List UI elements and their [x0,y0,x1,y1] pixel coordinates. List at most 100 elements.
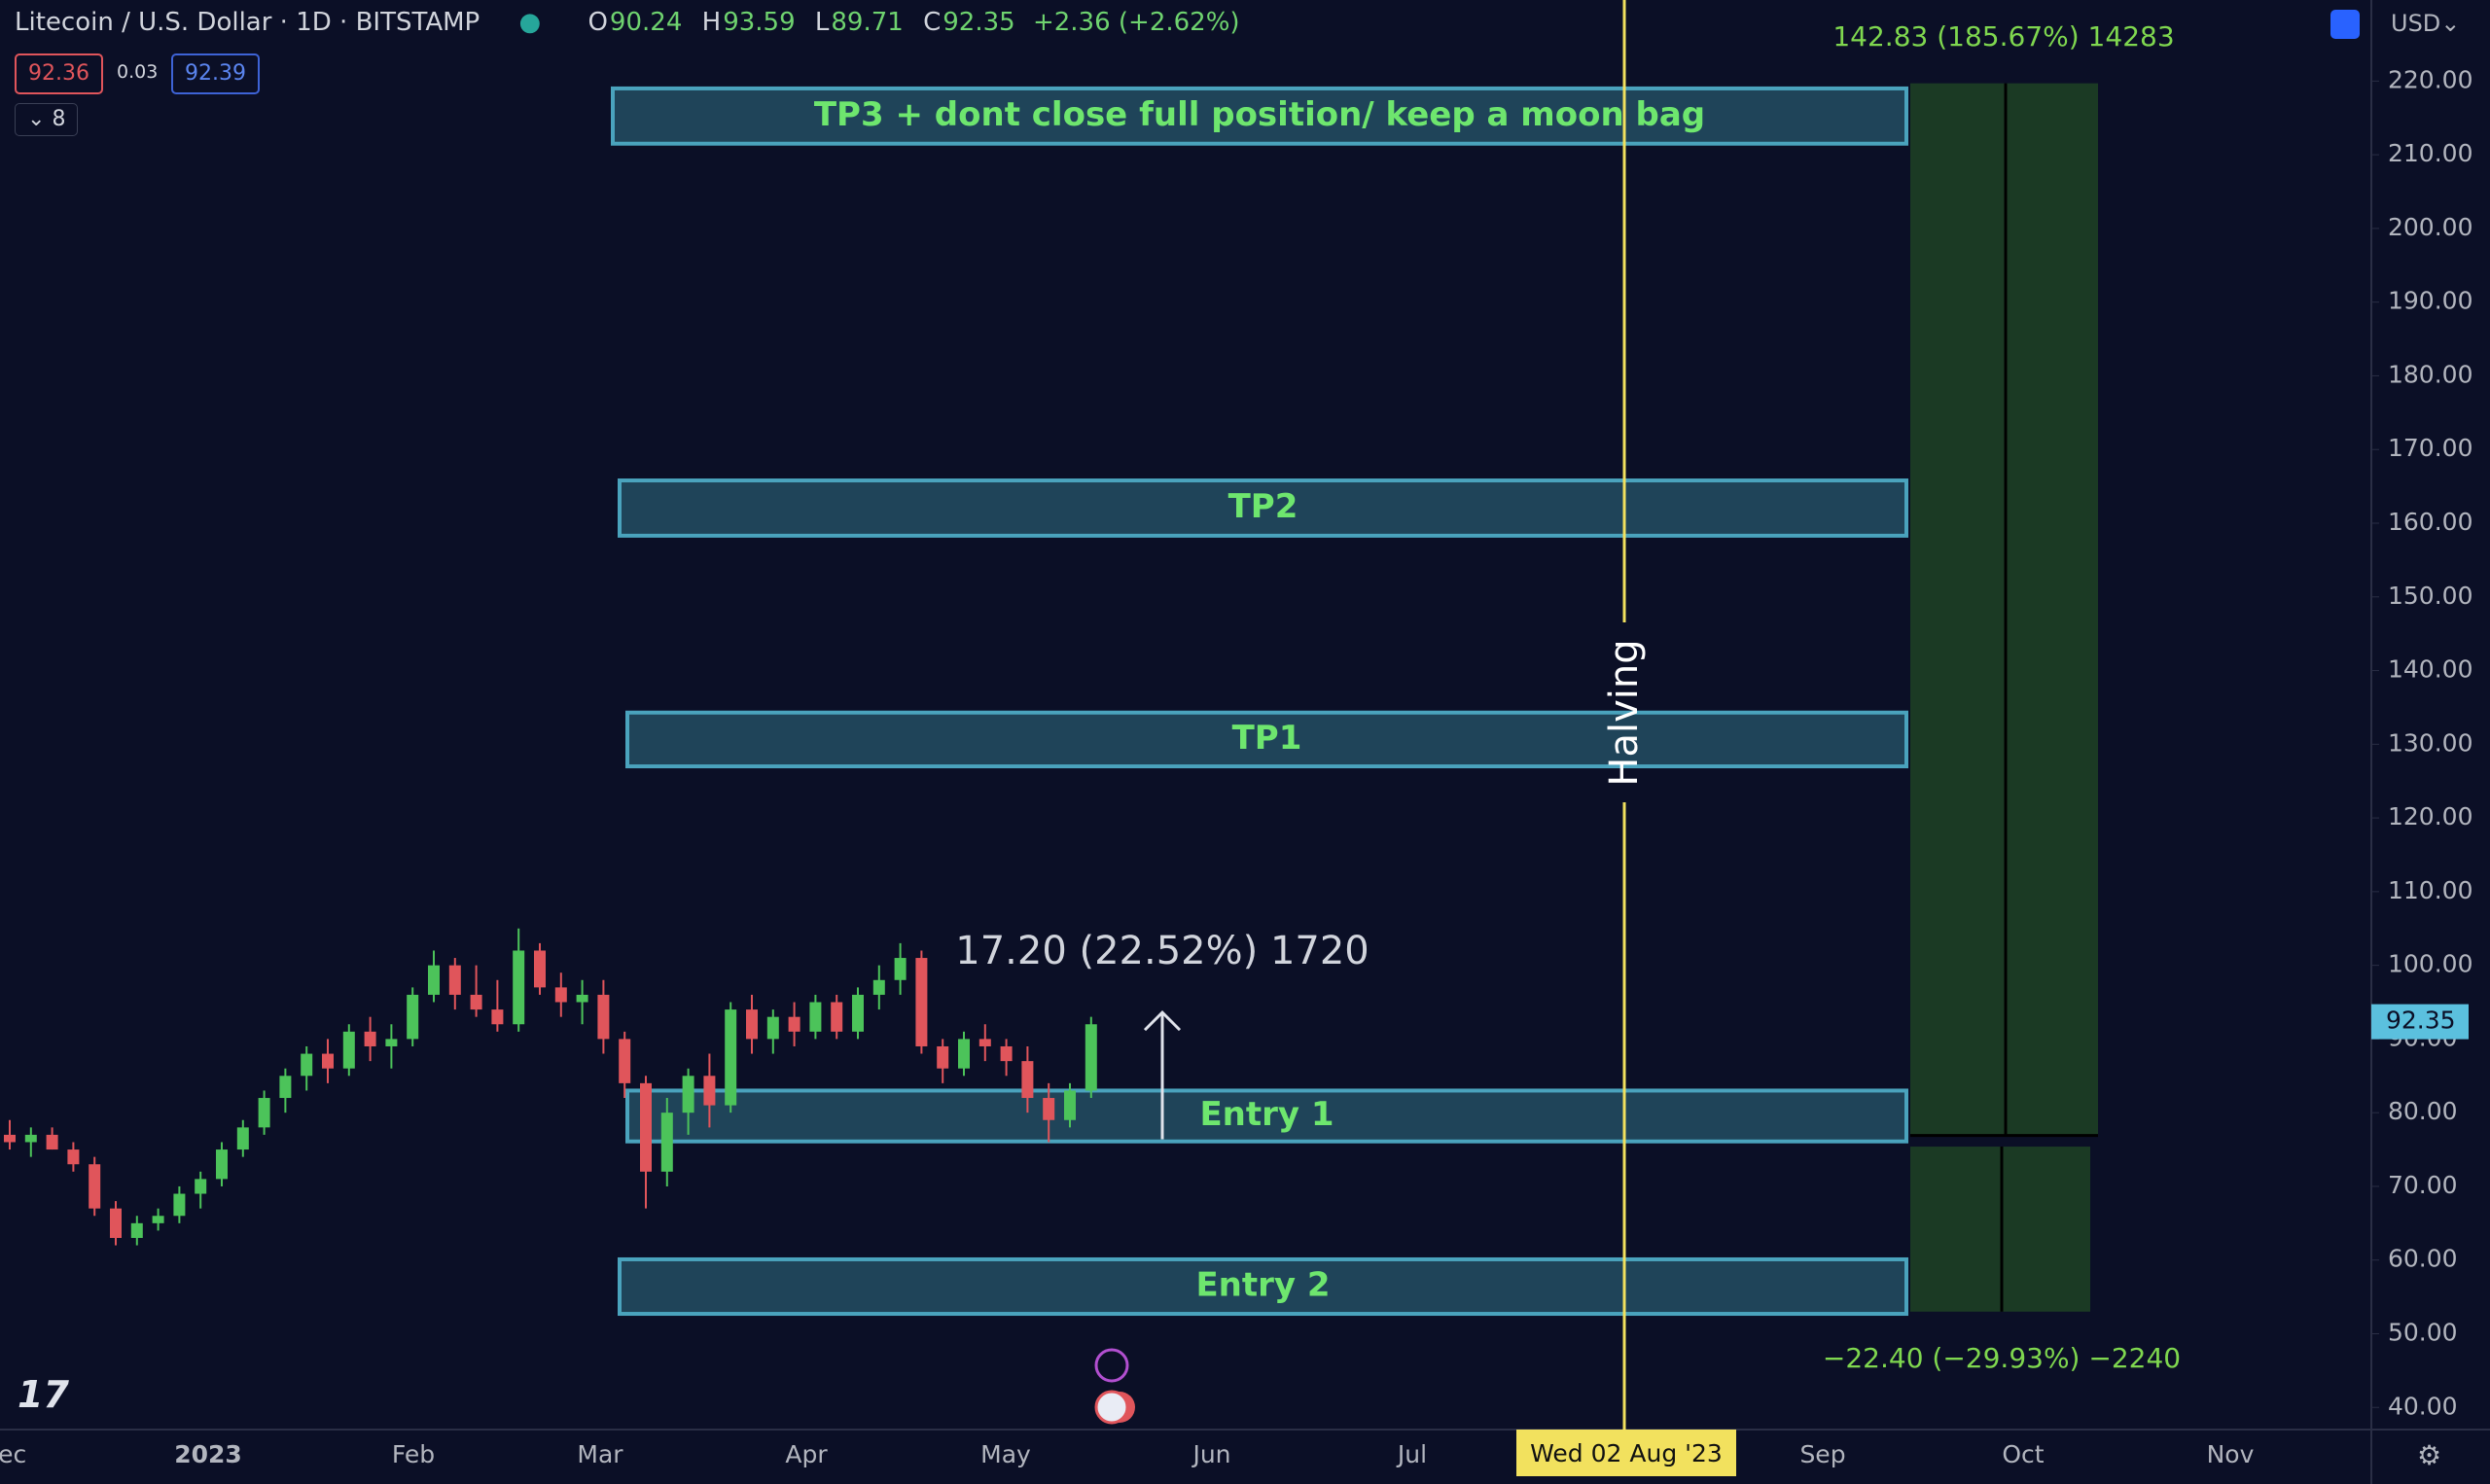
sync-icon[interactable] [2330,10,2360,39]
candle-body [513,950,525,1025]
candle-body [152,1216,164,1223]
candle-body [236,1127,249,1150]
candle-body [1021,1061,1034,1099]
zone-label: Entry 2 [1195,1266,1330,1305]
candle-body [682,1076,694,1113]
y-tick-label: 40.00 [2388,1392,2458,1420]
y-tick-label: 180.00 [2388,360,2472,388]
candle-body [342,1031,355,1069]
candle-body [428,965,440,995]
target-label: 142.83 (185.67%) 14283 [1832,20,2174,53]
zone [625,710,1908,769]
y-tick-label: 130.00 [2388,728,2472,757]
candle-body [258,1098,270,1128]
candle-body [660,1113,673,1172]
x-tick-label: Feb [392,1440,435,1468]
candle-body [915,958,928,1046]
y-tick-label: 110.00 [2388,876,2472,904]
candle-body [216,1149,228,1180]
candle-body [703,1076,716,1106]
y-tick-label: 50.00 [2388,1318,2458,1346]
symbol-header: Litecoin / U.S. Dollar · 1D · BITSTAMP ●… [15,8,1240,37]
candle-body [958,1039,970,1069]
candle-body [470,994,482,1010]
y-tick-label: 170.00 [2388,434,2472,462]
candle-body [872,979,885,995]
o-val: 90.24 [609,8,683,37]
x-tick-label: 2023 [174,1440,242,1468]
zone-label: TP3 + dont close full position/ keep a m… [814,95,1705,134]
candle-body [279,1076,292,1099]
indicators-toggle[interactable]: ⌄ 8 [15,103,79,136]
indicator-count: 8 [52,107,66,131]
candle-body [322,1053,334,1069]
candle-body [24,1134,37,1143]
measure-arrowhead [1143,1009,1182,1032]
currency[interactable]: USD⌄ [2391,10,2461,37]
spread: 0.03 [117,61,159,83]
change: +2.36 (+2.62%) [1032,8,1240,37]
measure-label: 17.20 (22.52%) 1720 [955,929,1369,973]
candle-body [173,1193,186,1217]
candle-body [130,1222,143,1238]
candle-body [554,987,567,1003]
candle-body [385,1039,398,1046]
candle-body [67,1149,80,1165]
l-val: 89.71 [831,8,904,37]
y-tick-label: 140.00 [2388,655,2472,684]
symbol: Litecoin / U.S. Dollar · 1D · BITSTAMP [15,8,480,37]
event-flag [1094,1390,1129,1425]
y-tick-label: 120.00 [2388,802,2472,830]
candle-body [1085,1024,1097,1091]
y-tick-label: 220.00 [2388,65,2472,93]
date-tag [1516,1430,1736,1476]
candle-body [597,994,610,1040]
candle-body [788,1016,800,1032]
zone [618,478,1908,538]
settings-icon[interactable]: ⚙ [2417,1439,2442,1471]
y-tick-label: 60.00 [2388,1245,2458,1273]
candle-body [937,1045,949,1069]
bid[interactable]: 92.36 [15,53,103,94]
candle-body [852,994,864,1032]
candle-body [894,958,907,980]
h-key: H [701,8,722,37]
y-tick-label: 150.00 [2388,582,2472,610]
y-tick-label: 80.00 [2388,1097,2458,1125]
x-tick-label: Dec [0,1440,26,1468]
o-key: O [587,8,608,37]
candle-body [89,1164,101,1209]
logo[interactable]: 17 [18,1373,69,1416]
x-tick-label: Jul [1396,1440,1427,1468]
y-tick-label: 200.00 [2388,213,2472,241]
currency-label: USD [2391,10,2441,37]
x-tick-label: Apr [785,1440,828,1468]
candle-body [725,1009,737,1106]
h-val: 93.59 [723,8,796,37]
candle-body [46,1134,58,1150]
date-tag-label: Wed 02 Aug '23 [1530,1439,1723,1467]
last-price-label: 92.35 [2386,1007,2456,1035]
candle-body [448,965,461,995]
x-tick-label: Nov [2207,1440,2255,1468]
zone [611,86,1908,146]
candle-body [831,1002,843,1032]
candle-body [619,1039,631,1083]
last-price-tag [2371,1004,2469,1040]
candle-body [746,1009,758,1040]
candle-body [491,1009,504,1025]
y-tick-label: 100.00 [2388,950,2472,978]
candle-body [978,1039,991,1046]
candle-body [301,1053,313,1077]
x-tick-label: Sep [1799,1440,1845,1468]
candle-body [1043,1098,1055,1120]
candle-body [364,1031,376,1046]
zone [625,1088,1908,1144]
candle-body [576,994,588,1003]
candle-body [1000,1045,1013,1062]
ask[interactable]: 92.39 [171,53,260,94]
candle-body [195,1179,207,1194]
